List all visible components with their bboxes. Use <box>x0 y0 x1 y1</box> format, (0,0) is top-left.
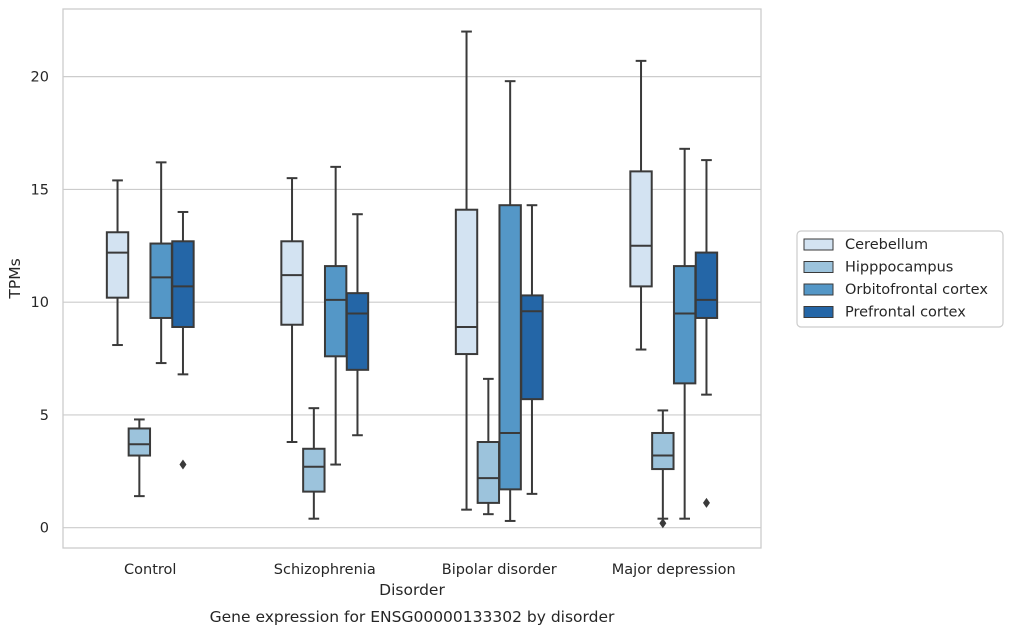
box-group <box>302 407 326 520</box>
box-group <box>323 165 348 466</box>
outlier-point <box>702 497 710 508</box>
box <box>520 294 544 401</box>
y-tick-label: 20 <box>31 70 49 86</box>
box <box>302 447 326 493</box>
box-group <box>672 147 697 520</box>
y-tick-label: 5 <box>40 408 49 424</box>
outlier-point <box>179 459 187 470</box>
box-group <box>651 409 675 529</box>
box-group <box>149 161 173 365</box>
legend-swatch <box>803 261 834 273</box>
plot-frame <box>62 8 762 549</box>
legend-label: Prefrontal cortex <box>845 305 966 321</box>
box-group <box>127 418 152 498</box>
legend-frame <box>796 230 1004 328</box>
x-tick-label: Control <box>124 562 176 578</box>
box <box>651 431 675 471</box>
box-group <box>454 30 479 511</box>
boxplot-series <box>105 30 719 529</box>
legend-label: Cerebellum <box>845 237 928 253</box>
legend-swatch <box>803 283 834 296</box>
x-tick-labels: Control Schizophrenia Bipolar disorder Majo… <box>124 562 736 578</box>
figure-caption: Gene expression for ENSG00000133302 by d… <box>210 608 615 626</box>
x-axis-label: Disorder <box>379 581 445 599</box>
box <box>498 204 522 491</box>
box <box>149 242 173 319</box>
box-group <box>280 177 304 444</box>
y-tick-label: 10 <box>31 295 49 311</box>
y-tick-labels: 0 5 10 15 20 <box>31 70 49 537</box>
box-group <box>476 377 501 516</box>
box-group <box>629 59 653 351</box>
box-group <box>520 204 544 495</box>
x-tick-label: Major depression <box>612 562 736 578</box>
box <box>280 240 304 326</box>
box-group <box>171 210 195 470</box>
box <box>629 170 653 288</box>
box <box>476 441 501 504</box>
box-group <box>105 179 130 347</box>
outlier-point <box>659 518 667 529</box>
x-tick-label: Bipolar disorder <box>442 562 557 578</box>
box <box>672 265 697 385</box>
box-group <box>694 159 719 508</box>
box <box>171 240 195 328</box>
box <box>105 231 130 299</box>
legend-label: Hipppocampus <box>845 260 953 276</box>
x-tick-label: Schizophrenia <box>274 562 376 578</box>
box <box>345 292 370 371</box>
box-group <box>345 213 370 437</box>
box <box>127 427 152 457</box>
y-axis-label: TPMs <box>6 258 24 299</box>
legend-swatch <box>803 306 834 318</box>
box <box>454 208 479 356</box>
legend-label: Orbitofrontal cortex <box>845 282 988 298</box>
legend-swatch <box>803 238 834 251</box>
box <box>323 265 348 358</box>
box <box>694 251 719 319</box>
y-tick-label: 15 <box>31 182 49 198</box>
box-group <box>498 80 522 522</box>
y-tick-label: 0 <box>40 521 49 537</box>
legend: Cerebellum Hipppocampus Orbitofrontal cort… <box>796 230 1004 328</box>
